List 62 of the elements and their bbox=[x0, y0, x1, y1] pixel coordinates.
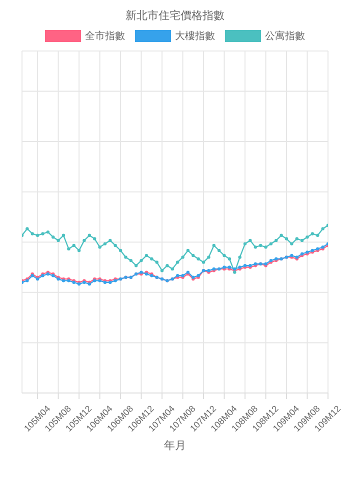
point bbox=[103, 242, 107, 246]
point bbox=[140, 258, 143, 262]
point bbox=[30, 232, 34, 236]
chart-title: 新北市住宅價格指數 bbox=[124, 8, 226, 23]
point bbox=[52, 235, 55, 239]
point bbox=[228, 257, 232, 260]
point bbox=[134, 264, 138, 268]
point bbox=[150, 257, 154, 260]
point bbox=[300, 238, 304, 242]
point bbox=[26, 227, 29, 230]
point bbox=[238, 256, 242, 259]
point bbox=[72, 244, 76, 248]
point bbox=[243, 242, 247, 246]
point bbox=[212, 244, 216, 248]
point bbox=[88, 234, 92, 238]
point bbox=[124, 256, 128, 259]
point bbox=[46, 230, 50, 234]
legend-label: 全市指數 bbox=[85, 30, 125, 43]
point bbox=[290, 242, 294, 246]
point bbox=[114, 244, 117, 248]
point bbox=[41, 232, 44, 236]
point bbox=[181, 256, 184, 259]
point bbox=[118, 248, 122, 252]
point bbox=[82, 238, 86, 242]
x-axis-title: 年月 bbox=[164, 440, 186, 452]
point bbox=[207, 256, 210, 259]
point bbox=[36, 234, 40, 238]
point bbox=[269, 242, 273, 246]
legend-label: 公寓指數 bbox=[265, 30, 305, 43]
point bbox=[248, 238, 252, 242]
point bbox=[280, 234, 283, 238]
point bbox=[77, 248, 81, 252]
point bbox=[160, 269, 164, 272]
point bbox=[67, 247, 70, 250]
point bbox=[295, 237, 298, 240]
point bbox=[170, 267, 174, 271]
point bbox=[176, 260, 180, 264]
point bbox=[192, 254, 195, 258]
point bbox=[222, 254, 226, 258]
point bbox=[202, 260, 206, 264]
point bbox=[274, 238, 278, 242]
point bbox=[321, 227, 324, 230]
point bbox=[258, 244, 262, 248]
point bbox=[310, 232, 314, 236]
point bbox=[316, 234, 320, 238]
point bbox=[196, 257, 200, 260]
point bbox=[129, 258, 133, 262]
point bbox=[217, 248, 221, 252]
point bbox=[166, 264, 169, 268]
point bbox=[93, 237, 96, 240]
point bbox=[98, 246, 102, 249]
point bbox=[254, 246, 257, 249]
point bbox=[56, 238, 60, 242]
point bbox=[186, 248, 190, 252]
point bbox=[108, 238, 112, 242]
point bbox=[155, 260, 158, 264]
point bbox=[306, 235, 309, 239]
point bbox=[264, 246, 268, 249]
legend-label: 大樓指數 bbox=[175, 30, 215, 43]
point bbox=[284, 237, 288, 240]
point bbox=[144, 254, 148, 258]
point bbox=[62, 234, 66, 238]
